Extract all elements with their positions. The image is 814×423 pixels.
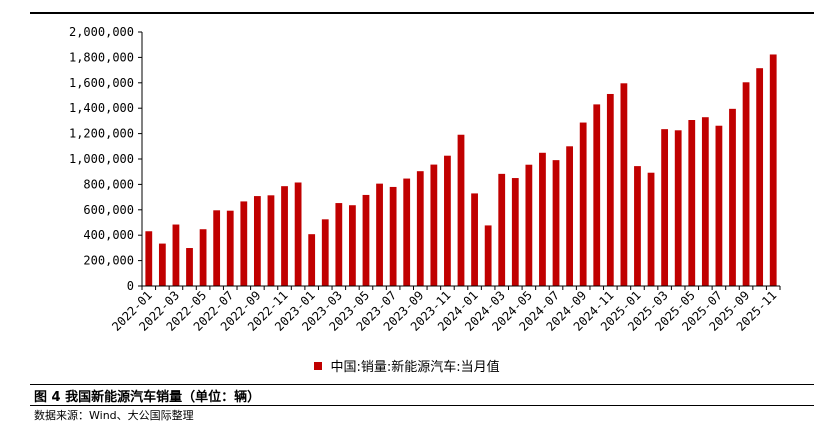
bar-2024-10 [593,104,601,286]
y-tick-label: 800,000 [83,177,134,191]
bar-2024-02 [484,225,492,286]
bar-2024-05 [525,164,533,286]
caption-rule-top [30,384,814,385]
bar-2022-05 [199,229,207,286]
y-tick-label: 400,000 [83,228,134,242]
legend-label: 中国:销量:新能源汽车:当月值 [330,360,500,375]
bar-2022-06 [213,210,221,286]
bar-2024-06 [539,152,546,286]
bar-2022-10 [267,195,275,286]
legend: 中国:销量:新能源汽车:当月值 [0,356,814,375]
bar-2023-12 [457,134,465,286]
bar-2024-04 [511,178,519,286]
bar-2023-01 [308,234,316,286]
bar-2025-09 [742,82,750,287]
bar-2022-07 [226,210,234,286]
y-tick-label: 600,000 [83,203,134,217]
bar-2023-08 [403,178,411,286]
bar-2022-12 [294,182,302,286]
bar-2024-07 [552,160,560,286]
bar-2023-11 [444,155,451,286]
bar-2025-08 [729,108,736,287]
bar-2023-02 [321,219,329,286]
y-tick-label: 1,400,000 [69,101,134,115]
bar-2024-01 [471,193,478,286]
y-tick-label: 1,600,000 [69,76,134,90]
bar-2025-01 [634,166,641,286]
bar-2024-08 [566,146,573,286]
top-rule [30,12,814,14]
bar-2025-04 [674,130,682,286]
bar-2025-06 [701,117,709,286]
y-tick-label: 1,200,000 [69,127,134,141]
y-tick-label: 0 [127,279,134,293]
figure-caption: 图 4 我国新能源汽车销量（单位：辆） [34,390,261,405]
bar-2022-03 [172,224,180,286]
bar-2023-10 [430,164,438,286]
bar-2025-02 [647,172,655,286]
bar-2023-05 [362,194,370,286]
bar-2024-11 [606,93,614,286]
bar-2024-09 [579,122,587,287]
y-tick-label: 2,000,000 [69,25,134,39]
y-axis: 0 200,000 400,000 600,000 800,000 1,000,000 1,… [69,25,143,293]
bar-2022-04 [186,248,193,286]
legend-swatch [314,362,323,370]
bar-2023-09 [416,171,424,286]
caption-rule-bottom [30,405,814,406]
bar-2025-07 [715,125,723,286]
y-tick-label: 200,000 [83,254,134,268]
bar-2023-04 [349,205,356,286]
y-tick-label: 1,800,000 [69,50,134,64]
bar-2023-03 [335,203,343,286]
y-tick-label: 1,000,000 [69,152,134,166]
bar-2025-10 [756,68,764,286]
bar-2022-08 [240,201,248,286]
bar-2025-11 [769,54,777,286]
bar-chart: 0 200,000 400,000 600,000 800,000 1,000,000 1,… [69,25,781,334]
x-axis: 2022-012022-032022-052022-072022-092022-… [109,285,781,334]
bar-2024-12 [620,83,628,286]
bar-2022-02 [158,243,166,286]
bar-2023-06 [376,183,383,286]
bar-2025-05 [688,120,696,286]
bar-2023-07 [389,186,397,286]
bar-2024-03 [498,173,506,286]
bar-2022-09 [253,196,261,286]
data-source: 数据来源：Wind、大公国际整理 [34,409,194,422]
bars [145,54,777,287]
bar-2022-11 [281,186,288,286]
bar-2022-01 [145,231,153,286]
bar-2025-03 [661,129,669,286]
